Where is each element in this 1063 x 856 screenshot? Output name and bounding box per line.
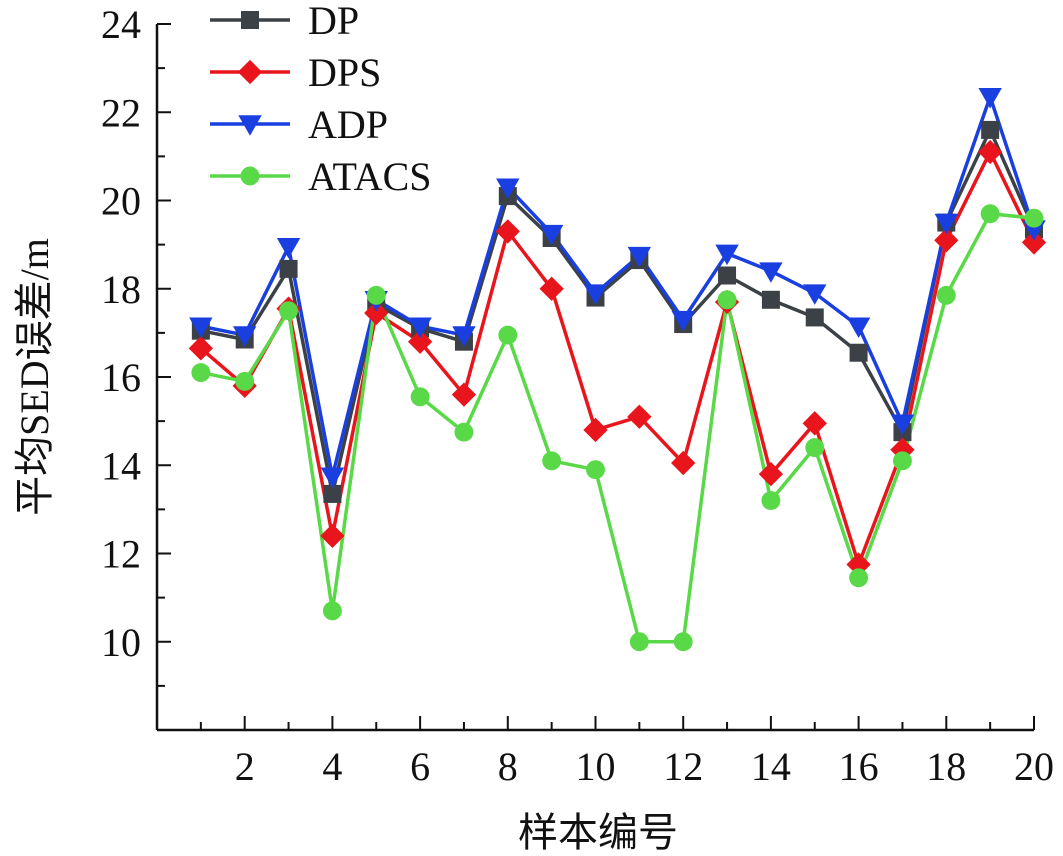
- x-tick-label: 16: [839, 744, 879, 789]
- series-line-atacs: [200, 211, 1035, 644]
- data-point-dps: [978, 139, 1003, 165]
- x-tick-label: 20: [1014, 744, 1054, 789]
- ticks: [157, 23, 1035, 730]
- legend-label-atacs: ATACS: [308, 154, 432, 199]
- legend: DP DPS ADP ATACS: [210, 0, 432, 199]
- data-point-adp: [846, 317, 871, 338]
- data-point-adp: [759, 262, 783, 283]
- data-point-dps: [583, 417, 608, 443]
- data-point-atacs: [849, 568, 869, 588]
- data-point-dps: [671, 450, 696, 476]
- data-point-atacs: [805, 438, 825, 458]
- y-tick-label: 14: [101, 443, 141, 488]
- data-point-atacs: [498, 325, 518, 345]
- data-point-dps: [802, 411, 827, 436]
- x-tick-label: 6: [410, 744, 430, 789]
- y-axis-title: 平均SED误差/m: [12, 238, 57, 516]
- x-tick-label: 14: [751, 744, 791, 789]
- data-point-atacs: [761, 491, 781, 510]
- data-point-dp: [718, 266, 737, 285]
- data-point-atacs: [322, 601, 342, 621]
- legend-marker-dp: [241, 11, 259, 29]
- data-point-dp: [323, 484, 342, 503]
- legend-label-adp: ADP: [308, 102, 388, 147]
- data-point-dps: [320, 523, 345, 548]
- data-point-dps: [451, 382, 477, 407]
- legend-label-dp: DP: [308, 0, 359, 43]
- data-point-adp: [978, 88, 1002, 109]
- x-tick-label: 10: [576, 744, 616, 789]
- data-point-adp: [671, 310, 695, 332]
- data-point-adp: [233, 326, 257, 347]
- data-point-atacs: [366, 285, 386, 305]
- data-point-dps: [758, 461, 784, 487]
- data-point-atacs: [936, 285, 956, 305]
- y-tick-label: 16: [101, 355, 141, 400]
- x-tick-label: 2: [235, 744, 255, 789]
- data-point-adp: [320, 467, 345, 488]
- data-point-adp: [627, 246, 652, 268]
- x-tick-label: 8: [498, 744, 518, 789]
- data-point-adp: [276, 238, 301, 259]
- y-tick-label: 20: [101, 179, 141, 224]
- x-tick-label: 12: [663, 744, 703, 789]
- data-point-atacs: [586, 460, 605, 480]
- data-point-atacs: [279, 301, 298, 321]
- data-point-dps: [407, 329, 433, 354]
- data-point-atacs: [893, 451, 912, 471]
- axes: [155, 24, 1034, 732]
- legend-marker-adp: [238, 115, 262, 136]
- data-point-atacs: [191, 363, 211, 383]
- data-point-atacs: [235, 371, 255, 391]
- data-point-atacs: [717, 290, 737, 310]
- data-point-adp: [934, 213, 958, 235]
- data-point-dps: [539, 276, 564, 301]
- data-point-atacs: [410, 387, 430, 407]
- data-point-atacs: [454, 422, 474, 442]
- data-point-dps: [495, 219, 520, 244]
- data-point-atacs: [542, 451, 562, 471]
- data-point-adp: [496, 178, 520, 199]
- data-point-atacs: [673, 632, 693, 652]
- data-point-adp: [189, 317, 213, 338]
- data-point-dp: [761, 290, 780, 309]
- legend-label-dps: DPS: [308, 50, 381, 95]
- data-point-atacs: [1024, 208, 1044, 228]
- y-tick-label: 10: [101, 620, 141, 665]
- y-tick-label: 22: [101, 90, 141, 135]
- legend-marker-dps: [237, 59, 263, 85]
- x-tick-label: 18: [926, 744, 966, 789]
- data-point-dp: [849, 343, 868, 362]
- data-point-adp: [890, 414, 915, 436]
- y-tick-label: 18: [101, 267, 141, 312]
- x-tick-label: 4: [322, 744, 342, 789]
- y-tick-label: 24: [101, 2, 141, 47]
- data-point-dps: [1021, 230, 1047, 255]
- data-point-dps: [364, 300, 389, 326]
- data-point-adp: [539, 224, 564, 246]
- x-axis-title: 样本编号: [518, 810, 678, 855]
- data-point-dps: [934, 228, 959, 253]
- data-point-dps: [188, 336, 213, 361]
- series-line-adp: [200, 95, 1036, 479]
- data-point-adp: [803, 284, 827, 305]
- series-markers: [188, 88, 1047, 652]
- data-point-dp: [981, 120, 1000, 139]
- data-point-atacs: [980, 204, 1000, 224]
- data-point-dps: [627, 404, 652, 429]
- data-point-adp: [715, 244, 739, 266]
- data-point-dp: [279, 259, 298, 278]
- data-point-dp: [805, 308, 824, 327]
- y-tick-label: 12: [101, 532, 141, 577]
- data-point-atacs: [629, 632, 649, 652]
- legend-marker-atacs: [240, 166, 260, 186]
- data-point-adp: [452, 326, 476, 347]
- data-point-adp: [583, 284, 608, 305]
- data-point-adp: [408, 317, 432, 338]
